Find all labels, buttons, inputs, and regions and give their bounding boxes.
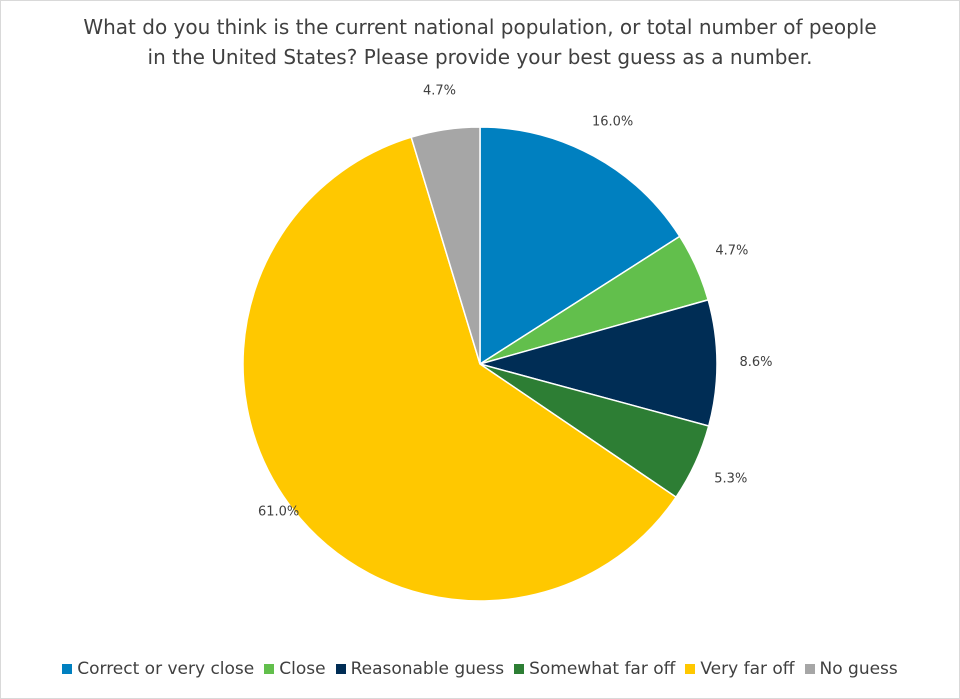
legend-label: Correct or very close [77,659,255,679]
legend-label: Somewhat far off [529,659,676,679]
chart-legend: Correct or very close Close Reasonable g… [0,656,960,682]
legend-swatch [804,664,815,674]
data-label-reasonable-guess: 8.6% [739,355,772,370]
data-label-correct-or-very-close: 16.0% [592,114,633,129]
legend-item-somewhat-far-off: Somewhat far off [514,659,675,679]
chart-title-line-1: What do you think is the current nationa… [83,15,877,39]
legend-item-no-guess: No guess [804,659,898,679]
legend-label: Reasonable guess [350,659,505,679]
legend-item-close: Close [264,659,326,679]
chart-title-line-2: in the United States? Please provide you… [147,45,813,69]
legend-swatch [514,664,525,674]
data-label-somewhat-far-off: 5.3% [714,472,747,487]
legend-swatch [685,664,696,674]
legend-label: Close [279,659,326,679]
legend-swatch [264,664,275,674]
legend-item-correct-or-very-close: Correct or very close [62,659,254,679]
data-label-close: 4.7% [715,244,748,259]
pie-slice-very-far-off [242,136,678,602]
legend-swatch [62,664,73,674]
legend-item-very-far-off: Very far off [685,659,795,679]
data-label-no-guess: 4.7% [423,84,456,99]
pie-slice-correct-or-very-close [479,126,681,366]
legend-item-reasonable-guess: Reasonable guess [335,659,505,679]
pie-slice-reasonable-guess [477,298,718,427]
legend-swatch [335,664,346,674]
pie-slice-no-guess [410,126,481,365]
legend-label: Very far off [700,659,795,679]
data-label-very-far-off: 61.0% [258,505,299,520]
legend-label: No guess [819,659,898,679]
